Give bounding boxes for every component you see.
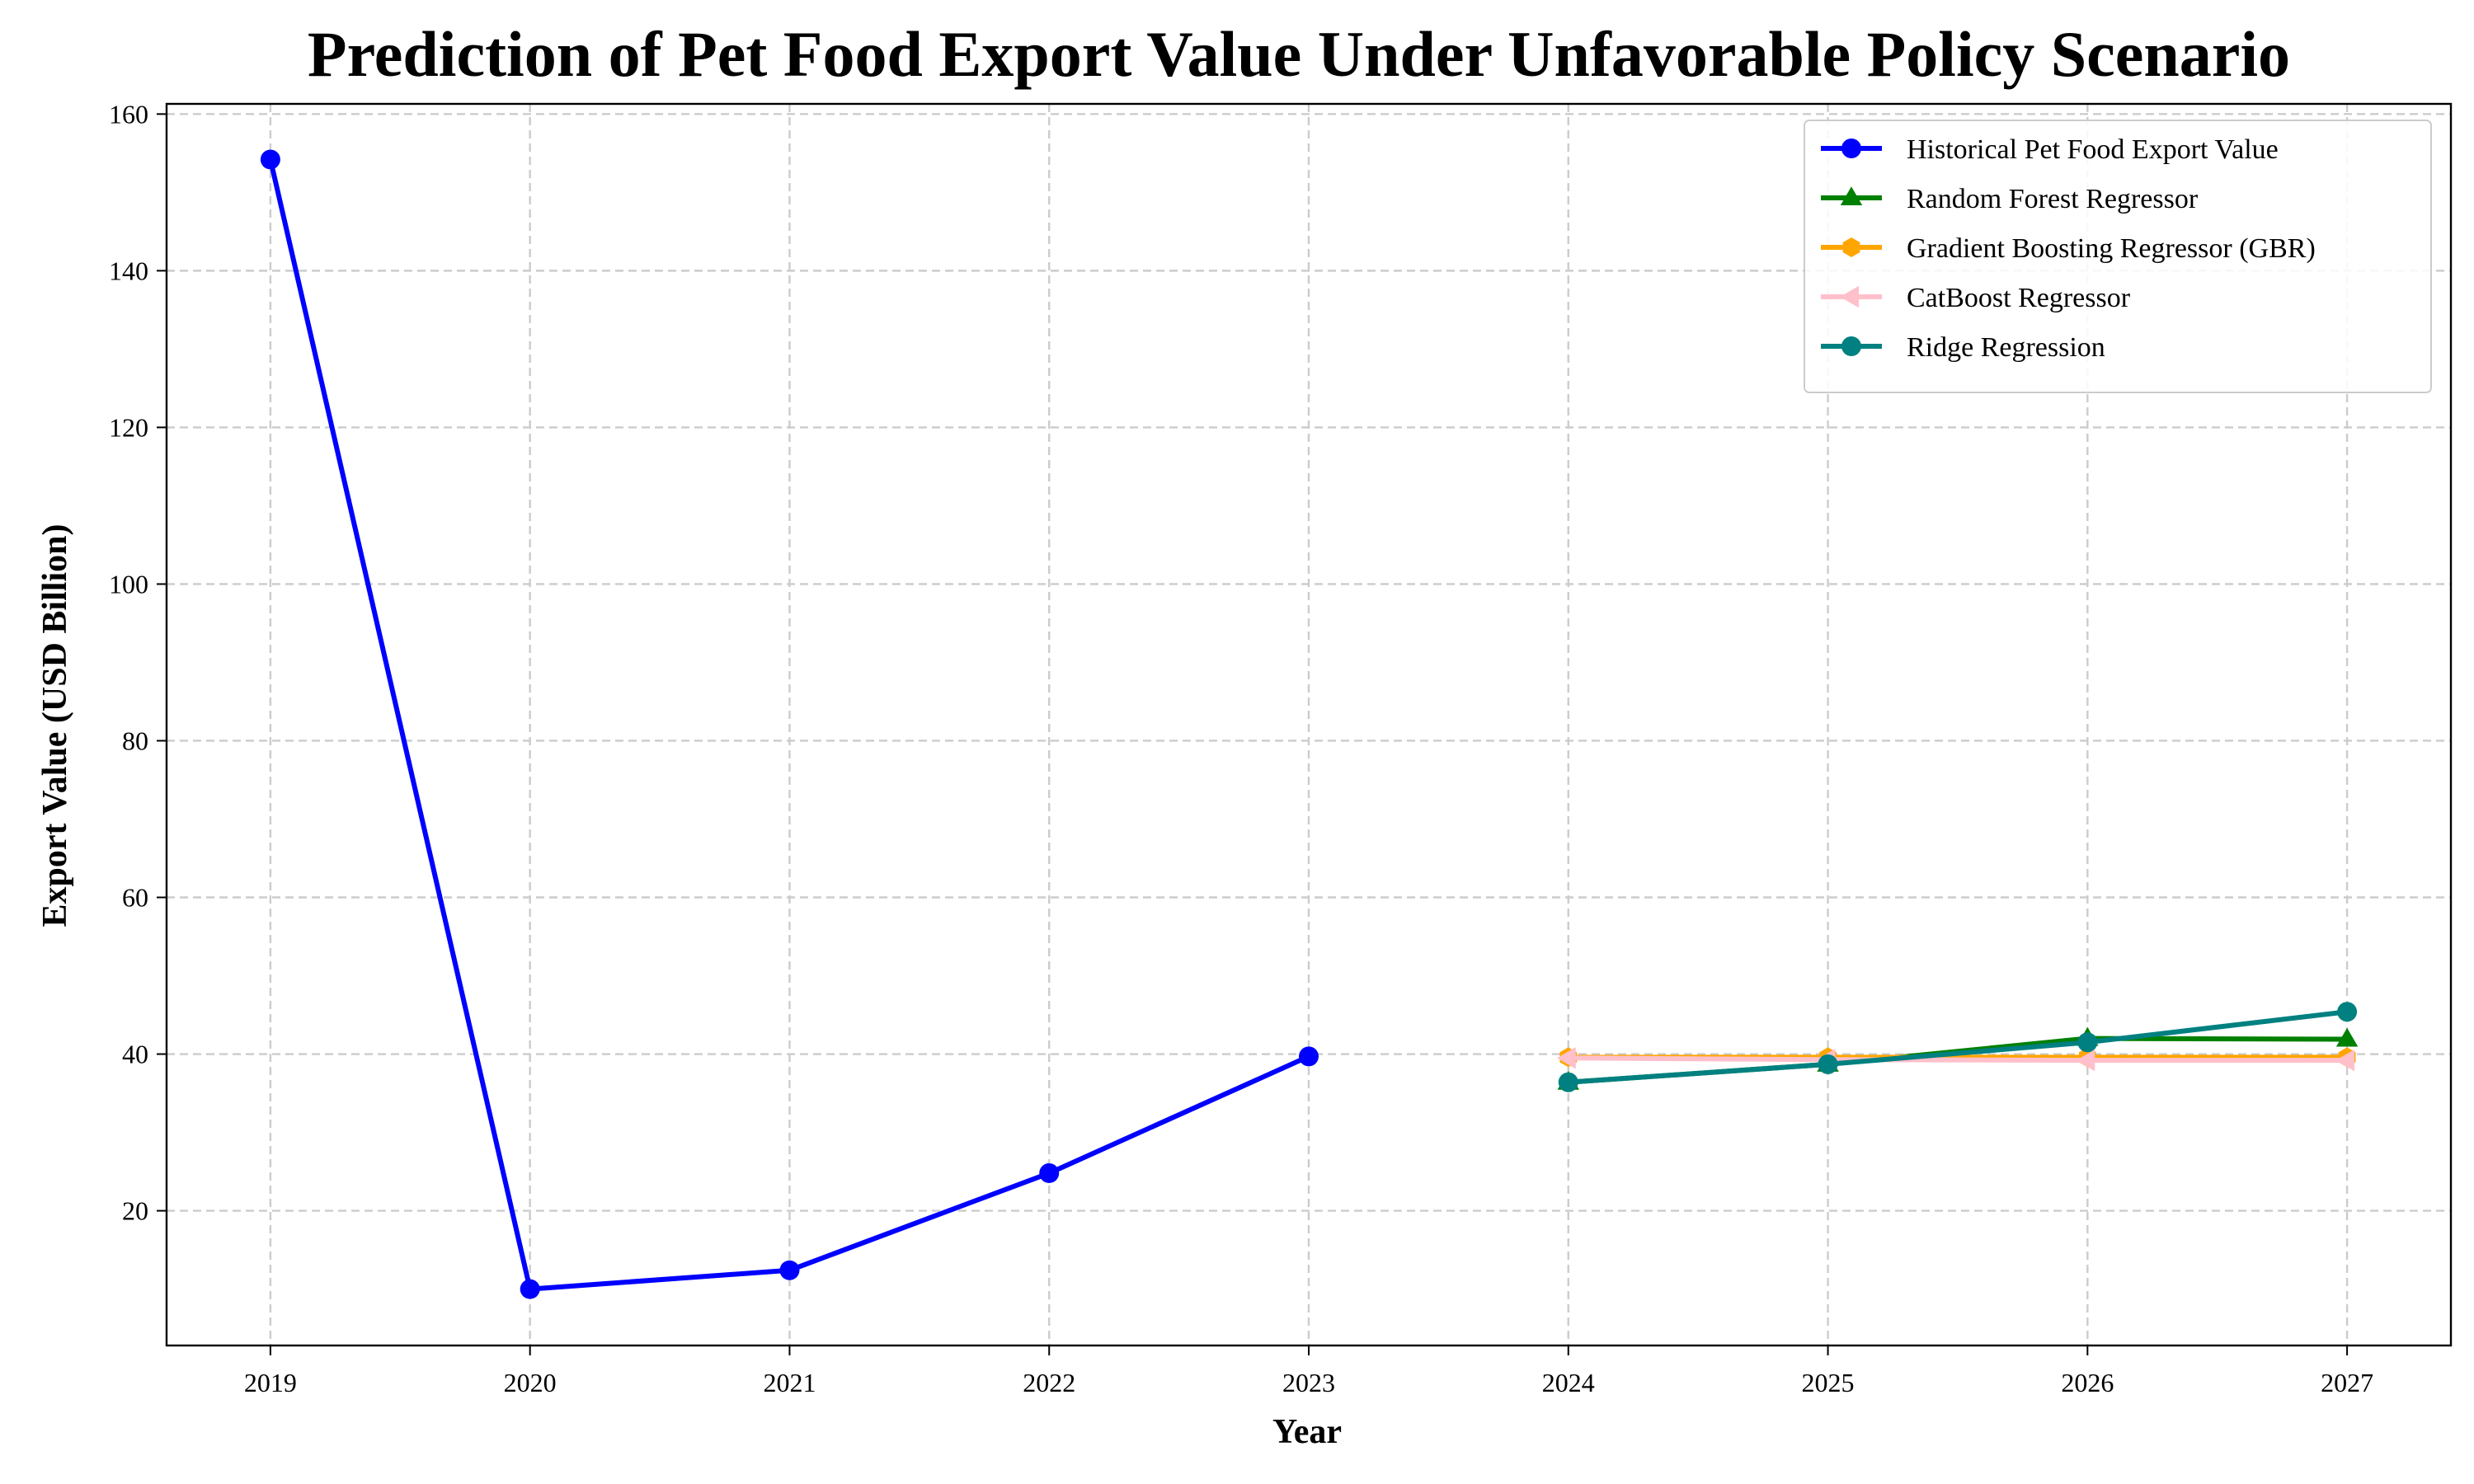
y-tick-label: 100 — [109, 569, 148, 599]
plot-frame — [165, 102, 2453, 1347]
data-point — [1818, 1054, 1838, 1074]
chart-title: Prediction of Pet Food Export Value Unde… — [308, 18, 2290, 90]
data-point — [2337, 1002, 2358, 1022]
x-tick-label: 2025 — [1802, 1368, 1855, 1397]
data-point — [520, 1279, 540, 1299]
series-line — [1565, 1009, 2350, 1085]
legend-item: Ridge Regression — [1821, 332, 2105, 363]
legend: Historical Pet Food Export Value Random F… — [1804, 120, 2432, 393]
x-tick-label: 2020 — [504, 1368, 557, 1397]
legend-marker — [1841, 139, 1861, 158]
x-tick-label: 2027 — [2321, 1368, 2373, 1397]
data-point — [2335, 1027, 2359, 1047]
series-line — [1565, 1055, 2350, 1064]
y-tick-label: 120 — [109, 412, 148, 442]
legend-label: Random Forest Regressor — [1907, 184, 2199, 214]
data-point — [1299, 1046, 1319, 1067]
legend-marker — [1840, 285, 1859, 308]
y-tick-label: 160 — [109, 99, 148, 129]
data-point — [1558, 1072, 1578, 1092]
y-tick-label: 20 — [122, 1196, 148, 1226]
legend-marker — [1841, 336, 1861, 356]
x-tick-label: 2022 — [1023, 1368, 1075, 1397]
x-axis-label: Year — [1272, 1413, 1342, 1451]
series-5 — [1558, 1002, 2358, 1092]
y-tick-label: 60 — [122, 883, 148, 913]
y-tick-label: 140 — [109, 256, 148, 285]
y-tick-label: 40 — [122, 1040, 148, 1069]
data-point — [1039, 1162, 1060, 1183]
data-point — [2077, 1032, 2098, 1053]
legend-box — [1804, 120, 2432, 393]
legend-label: Ridge Regression — [1907, 332, 2105, 363]
series-layer — [260, 149, 2359, 1299]
axes: 2019 2020 2021 2022 2023 2024 2025 2026 2027 20 40… — [109, 99, 2453, 1397]
legend-label: Historical Pet Food Export Value — [1907, 134, 2279, 165]
y-axis-label: Export Value (USD Billion) — [36, 524, 74, 928]
x-tick-label: 2019 — [244, 1368, 297, 1397]
data-point — [2335, 1049, 2355, 1072]
legend-label: Gradient Boosting Regressor (GBR) — [1907, 233, 2316, 264]
x-tick-label: 2024 — [1542, 1368, 1595, 1397]
x-tick-label: 2023 — [1282, 1368, 1335, 1397]
data-point — [779, 1260, 800, 1280]
y-tick-label: 80 — [122, 726, 148, 755]
data-point — [260, 149, 280, 170]
legend-label: CatBoost Regressor — [1907, 283, 2131, 313]
series-1 — [260, 149, 1319, 1299]
x-tick-label: 2026 — [2061, 1368, 2114, 1397]
x-tick-label: 2021 — [763, 1368, 816, 1397]
legend-item: Historical Pet Food Export Value — [1821, 134, 2279, 165]
legend-marker — [1840, 186, 1863, 205]
legend-item: Gradient Boosting Regressor (GBR) — [1821, 233, 2316, 264]
data-point — [2076, 1049, 2095, 1072]
legend-marker — [1842, 237, 1860, 257]
legend-item: Random Forest Regressor — [1821, 184, 2199, 214]
legend-item: CatBoost Regressor — [1821, 283, 2131, 313]
data-point — [1556, 1047, 1576, 1069]
